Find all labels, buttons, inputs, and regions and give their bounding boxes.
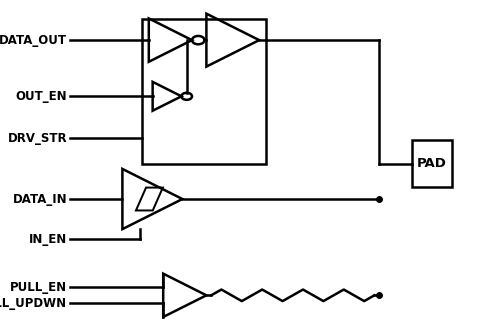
Text: DRV_STR: DRV_STR (8, 132, 67, 144)
Text: IN_EN: IN_EN (29, 233, 67, 246)
Text: PULL_EN: PULL_EN (10, 281, 67, 294)
Text: PULL_UPDWN: PULL_UPDWN (0, 297, 67, 310)
Bar (412, 141, 452, 187)
Text: DATA_OUT: DATA_OUT (0, 34, 67, 47)
Text: DATA_IN: DATA_IN (12, 193, 67, 205)
Text: OUT_EN: OUT_EN (15, 90, 67, 103)
Bar (142, 19, 266, 164)
Text: PAD: PAD (417, 157, 447, 170)
